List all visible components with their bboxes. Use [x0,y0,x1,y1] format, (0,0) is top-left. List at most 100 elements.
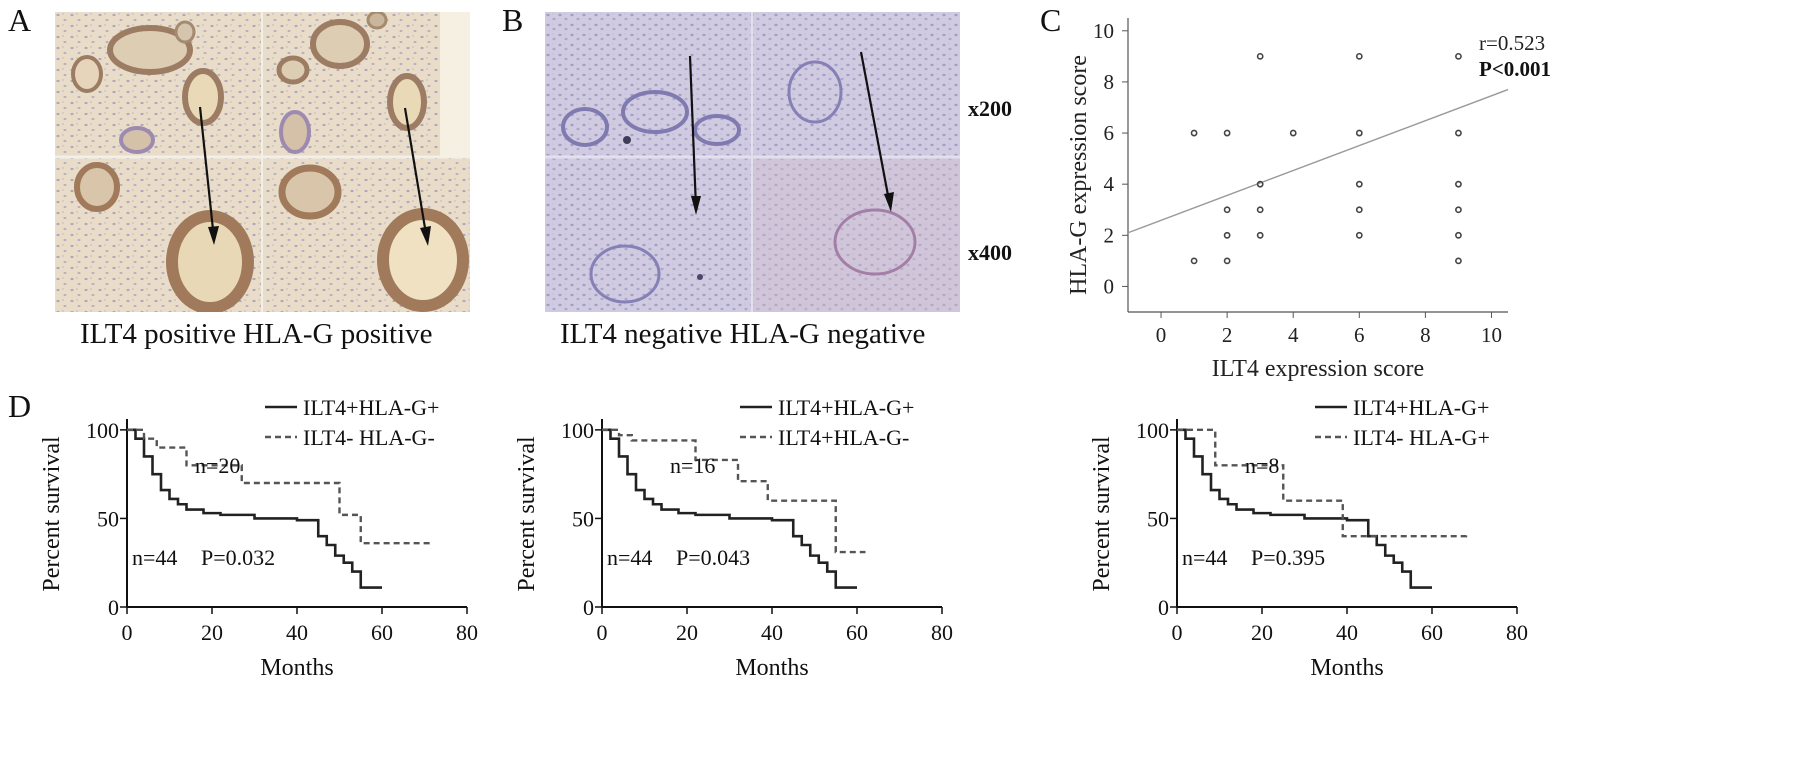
scatter-point [1455,206,1462,214]
n-label-bottom: n=44 [607,545,652,570]
y-tick-label: 0 [1104,274,1115,298]
regression-line [1127,88,1509,234]
x-axis-label: ILT4 expression score [1212,356,1424,382]
x-axis-label: Months [735,655,808,681]
x-tick-label: 0 [1172,620,1183,645]
survival-chart-2: 0 20 40 60 80 0 50 100 Months Percent survival ILT… [514,395,953,681]
survival-curve-solid [1177,428,1432,589]
x-tick-label: 4 [1288,323,1299,347]
y-tick-label: 100 [86,418,119,443]
y-tick-label: 0 [583,595,594,620]
scatter-point [1223,206,1231,214]
panel-letter-a: A [8,2,32,38]
y-tick-label: 50 [572,506,594,531]
x-tick-label: 40 [761,620,783,645]
scatter-point [1256,52,1264,60]
x-axis-label: Months [1310,655,1383,681]
scatter-point [1355,180,1363,188]
survival-curve-solid [602,428,857,589]
y-axis-label: Percent survival [39,436,65,592]
y-tick-label: 4 [1104,172,1115,196]
scatter-point [1355,129,1363,137]
x-tick-label: 40 [1336,620,1358,645]
correlation-p: P<0.001 [1479,57,1551,81]
legend-label: ILT4+HLA-G- [778,425,909,450]
survival-curve-dashed [602,428,866,554]
legend-label: ILT4+HLA-G+ [1353,395,1489,420]
x-tick-label: 0 [1156,323,1167,347]
scatter-point [1223,257,1231,265]
panel-letter-d: D [8,388,32,424]
survival-curve-dashed [127,428,433,545]
scatter-point [1455,180,1462,188]
y-tick-label: 0 [1158,595,1169,620]
y-tick-label: 8 [1104,70,1115,94]
p-value-label: P=0.032 [201,545,275,570]
scatter-point [1455,257,1462,265]
y-axis-label: HLA-G expression score [1066,55,1092,295]
caption-panel-b: ILT4 negative HLA-G negative [560,318,926,350]
magnification-x200: x200 [968,96,1012,121]
x-tick-label: 20 [201,620,223,645]
scatter-point [1223,129,1231,137]
y-axis-label: Percent survival [514,436,540,592]
legend-label: ILT4- HLA-G- [303,425,435,450]
x-tick-label: 8 [1420,323,1431,347]
scatter-point [1455,129,1462,137]
x-tick-label: 6 [1354,323,1365,347]
scatter-point [1223,231,1231,239]
x-tick-label: 2 [1222,323,1233,347]
survival-curve-dashed [1177,428,1468,538]
y-tick-label: 6 [1104,121,1115,145]
y-tick-label: 10 [1093,19,1114,43]
y-tick-label: 2 [1104,223,1115,247]
scatter-point [1455,52,1462,60]
scatter-point [1256,231,1264,239]
x-tick-label: 0 [597,620,608,645]
x-tick-label: 20 [676,620,698,645]
x-tick-label: 20 [1251,620,1273,645]
panel-letter-c: C [1040,2,1062,38]
scatter-point [1289,129,1297,137]
n-label-bottom: n=44 [1182,545,1227,570]
n-label-top: n=16 [670,453,715,478]
magnification-x400: x400 [968,240,1012,265]
y-tick-label: 100 [561,418,594,443]
x-tick-label: 60 [846,620,868,645]
scatter-point [1256,206,1264,214]
survival-curve-solid [127,428,382,589]
x-tick-label: 60 [1421,620,1443,645]
p-value-label: P=0.043 [676,545,750,570]
x-tick-label: 80 [1506,620,1528,645]
scatter-point [1355,231,1363,239]
x-tick-label: 60 [371,620,393,645]
scatter-point [1190,257,1198,265]
panel-letter-b: B [502,2,524,38]
micrograph-panel-b [545,12,960,312]
scatter-point [1355,52,1363,60]
caption-panel-a: ILT4 positive HLA-G positive [80,318,433,350]
scatter-chart: 0 2 4 6 8 10 0 2 4 6 8 10 ILT4 expression score HLA-G… [1066,18,1551,382]
n-label-bottom: n=44 [132,545,177,570]
y-tick-label: 50 [1147,506,1169,531]
scatter-point [1355,206,1363,214]
scatter-point [1190,129,1198,137]
y-tick-label: 100 [1136,418,1169,443]
legend-label: ILT4- HLA-G+ [1353,425,1490,450]
p-value-label: P=0.395 [1251,545,1325,570]
y-tick-label: 50 [97,506,119,531]
x-axis-label: Months [260,655,333,681]
y-tick-label: 0 [108,595,119,620]
survival-chart-1: 0 20 40 60 80 0 50 100 Months Percent survival ILT… [39,395,478,681]
x-tick-label: 10 [1481,323,1502,347]
legend-label: ILT4+HLA-G+ [778,395,914,420]
correlation-r: r=0.523 [1479,31,1545,55]
n-label-top: n=20 [195,453,240,478]
x-tick-label: 80 [931,620,953,645]
scatter-point [1455,231,1462,239]
scatter-point [1256,180,1264,188]
legend-label: ILT4+HLA-G+ [303,395,439,420]
x-tick-label: 40 [286,620,308,645]
x-tick-label: 80 [456,620,478,645]
n-label-top: n=8 [1245,453,1279,478]
